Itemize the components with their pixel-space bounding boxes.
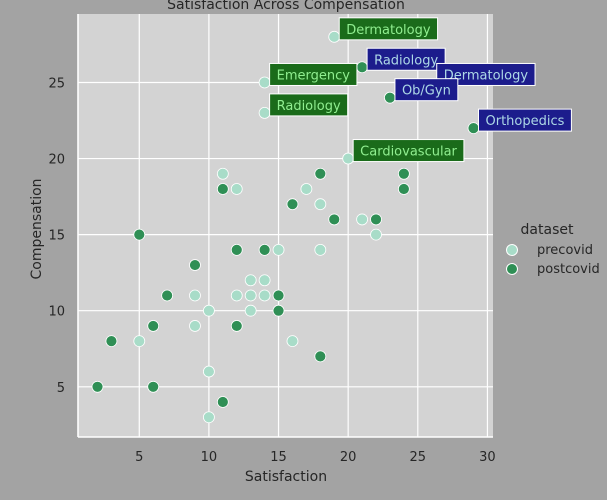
x-axis-title: Satisfaction (245, 469, 327, 485)
annotation-label: Ob/Gyn (402, 84, 451, 99)
annotation-box (366, 47, 446, 71)
point-precovid (328, 30, 341, 43)
legend-title: dataset (521, 222, 574, 238)
point-precovid (230, 289, 243, 302)
point-precovid (258, 76, 271, 89)
point-precovid (356, 213, 368, 226)
point-postcovid (272, 304, 285, 317)
point-precovid (203, 365, 215, 378)
annotation-box (338, 17, 439, 41)
annotations: Dermatology Radiology Emergency Dermatology… (269, 17, 572, 163)
point-postcovid (384, 91, 396, 104)
annotation-cardiovascular: Cardiovascular (352, 139, 465, 163)
legend-label-postcovid: postcovid (537, 262, 600, 277)
x-tick-label: 10 (201, 450, 218, 465)
point-precovid (370, 228, 382, 241)
legend-marker-postcovid (506, 263, 518, 275)
x-tick-label: 5 (135, 450, 143, 465)
point-precovid (300, 183, 313, 195)
point-precovid (189, 320, 201, 332)
point-postcovid (370, 213, 382, 226)
point-postcovid (147, 380, 160, 393)
annotation-label: Dermatology (346, 23, 431, 38)
annotation-label: Emergency (277, 68, 351, 83)
y-tick-label: 20 (48, 153, 65, 168)
annotation-box (394, 78, 459, 102)
x-tick-label: 15 (270, 450, 287, 465)
annotation-orthopedics: Orthopedics (478, 108, 572, 132)
point-precovid (286, 335, 299, 348)
point-precovid (216, 167, 229, 180)
x-tick-label: 30 (479, 450, 496, 465)
point-postcovid (356, 61, 368, 74)
point-precovid (230, 183, 243, 195)
legend-label-precovid: precovid (537, 243, 593, 258)
point-precovid (258, 107, 271, 119)
x-tick-label: 20 (340, 450, 357, 465)
point-precovid (133, 335, 146, 348)
point-precovid (272, 243, 285, 256)
point-precovid (314, 243, 327, 256)
annotation-label: Radiology (374, 53, 438, 68)
annotation-box (352, 139, 465, 163)
annotation-radiology: Radiology (269, 93, 349, 117)
point-postcovid (397, 167, 410, 180)
annotation-label: Orthopedics (486, 114, 565, 129)
point-postcovid (314, 350, 327, 363)
point-precovid (342, 152, 355, 165)
y-tick-label: 25 (48, 76, 65, 91)
annotation-label: Dermatology (444, 68, 529, 83)
point-precovid (244, 274, 257, 287)
point-postcovid (189, 259, 201, 271)
y-tick-label: 5 (57, 381, 65, 396)
point-postcovid (230, 320, 243, 332)
point-postcovid (147, 320, 160, 332)
y-axis-title: Compensation (29, 178, 45, 279)
point-precovid (258, 274, 271, 287)
point-precovid (244, 304, 257, 317)
point-postcovid (397, 183, 410, 195)
point-precovid (244, 289, 257, 302)
y-tick-label: 10 (48, 305, 65, 320)
point-postcovid (272, 289, 285, 302)
point-postcovid (161, 289, 174, 302)
chart-title: Satisfaction Across Compensation (167, 0, 405, 13)
annotation-box (436, 62, 536, 86)
point-postcovid (230, 243, 243, 256)
point-postcovid (216, 396, 229, 408)
point-precovid (203, 304, 215, 317)
annotation-ob-gyn: Ob/Gyn (394, 78, 459, 102)
y-tick-label: 15 (48, 229, 65, 244)
point-postcovid (216, 183, 229, 195)
annotation-label: Cardiovascular (360, 145, 457, 160)
annotation-dermatology: Dermatology (436, 62, 536, 86)
annotation-box (269, 62, 358, 86)
annotation-radiology: Radiology (366, 47, 446, 71)
legend: dataset precovid postcovid (506, 222, 600, 277)
point-postcovid (133, 228, 146, 241)
annotation-box (269, 93, 349, 117)
point-precovid (203, 411, 215, 424)
annotation-label: Radiology (277, 99, 341, 114)
point-precovid (314, 198, 327, 211)
point-postcovid (286, 198, 299, 211)
point-precovid (189, 289, 201, 302)
point-postcovid (314, 167, 327, 180)
point-postcovid (467, 122, 480, 135)
point-postcovid (328, 213, 341, 226)
axes: 5 10 15 20 25 30 5 10 15 20 25 (48, 14, 496, 465)
x-tick-label: 25 (410, 450, 427, 465)
annotation-emergency: Emergency (269, 62, 358, 86)
point-postcovid (258, 243, 271, 256)
point-precovid (258, 289, 271, 302)
annotation-box (478, 108, 572, 132)
legend-marker-precovid (506, 244, 518, 256)
point-postcovid (91, 380, 104, 393)
data-points (91, 30, 480, 424)
point-postcovid (105, 335, 118, 348)
annotation-dermatology: Dermatology (338, 17, 439, 41)
